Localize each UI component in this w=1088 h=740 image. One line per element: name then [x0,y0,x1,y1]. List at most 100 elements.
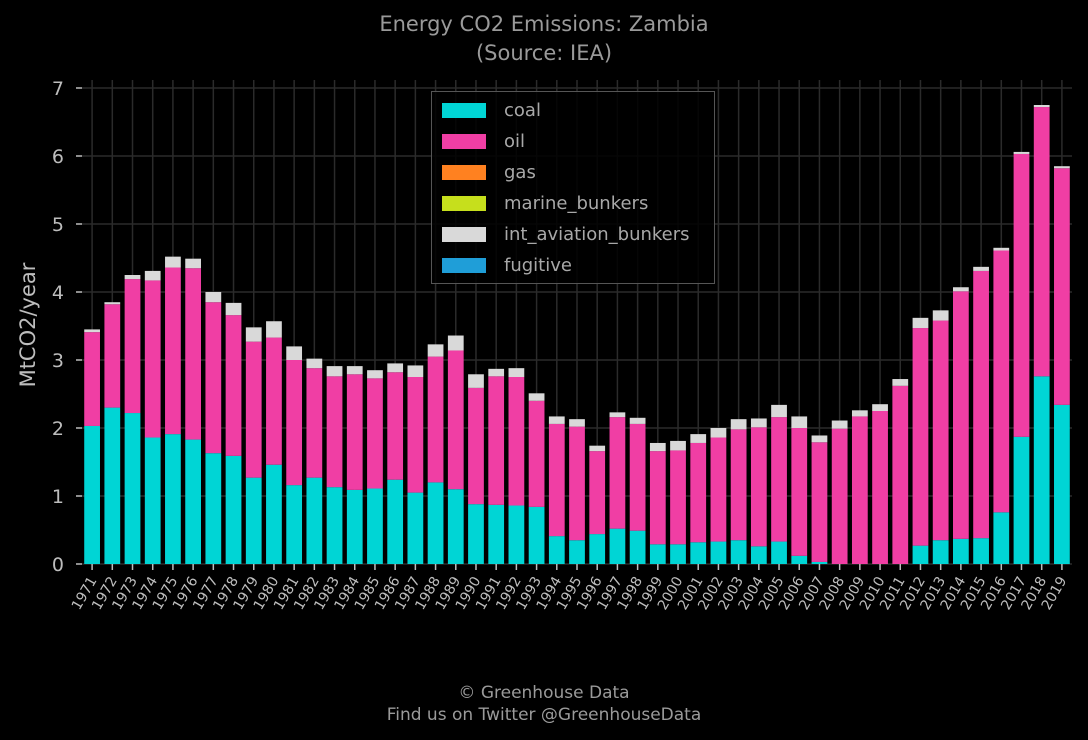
bar-oil-1979 [245,341,262,478]
bar-oil-2018 [1033,107,1050,377]
bar-oil-2017 [1013,153,1030,437]
legend-label-oil: oil [504,130,526,152]
bar-coal-1973 [124,413,141,564]
bar-coal-2016 [993,512,1010,564]
chart-subtitle: (Source: IEA) [475,41,613,65]
bar-oil-2004 [750,427,767,547]
legend-swatch-fugitive [442,257,486,273]
bar-int-aviation-bunkers-1997 [609,412,626,418]
bar-coal-1998 [629,530,646,564]
bar-coal-1997 [609,528,626,564]
legend-item-int-aviation-bunkers: int_aviation_bunkers [442,223,690,245]
legend-swatch-oil [442,133,486,149]
bar-oil-1992 [508,377,525,506]
bar-int-aviation-bunkers-1977 [205,292,222,303]
bar-coal-1992 [508,505,525,564]
bar-oil-2006 [791,428,808,556]
bar-coal-2001 [690,542,707,564]
bar-int-aviation-bunkers-1983 [326,366,343,377]
bar-int-aviation-bunkers-2007 [811,435,828,443]
bar-int-aviation-bunkers-1976 [185,258,202,269]
bar-oil-1971 [84,332,100,426]
bar-coal-1971 [84,425,100,564]
bar-coal-2006 [791,555,808,564]
bar-int-aviation-bunkers-1981 [286,346,303,360]
bar-oil-2000 [670,450,686,545]
bar-int-aviation-bunkers-1980 [266,321,282,338]
bar-coal-2002 [710,541,727,564]
bar-coal-1977 [205,453,222,564]
chart-title: Energy CO2 Emissions: Zambia [379,12,709,36]
bar-int-aviation-bunkers-2005 [771,404,787,418]
bar-int-aviation-bunkers-1991 [488,368,505,377]
bar-oil-2001 [690,442,707,543]
bar-int-aviation-bunkers-1992 [508,368,525,377]
legend-label-int-aviation-bunkers: int_aviation_bunkers [504,223,690,245]
bar-oil-2008 [831,428,848,564]
bar-coal-1976 [185,439,202,564]
bar-int-aviation-bunkers-1972 [104,302,121,305]
y-tick-label: 7 [52,78,64,100]
bar-oil-1983 [326,376,343,488]
bar-int-aviation-bunkers-2008 [831,420,848,429]
bar-oil-1984 [346,374,363,490]
bar-int-aviation-bunkers-2018 [1033,105,1050,108]
footer-credit: © Greenhouse Data [458,683,630,703]
y-tick-label: 1 [52,486,64,508]
bar-int-aviation-bunkers-2000 [670,440,686,451]
bar-coal-1978 [225,455,242,564]
bar-oil-1993 [528,400,545,507]
legend-item-marine-bunkers: marine_bunkers [442,192,648,214]
bar-int-aviation-bunkers-2004 [750,418,767,428]
bar-oil-1980 [266,337,282,465]
bar-oil-2002 [710,437,727,542]
bar-int-aviation-bunkers-2011 [892,379,909,386]
bar-oil-2016 [993,250,1010,513]
bar-oil-1989 [447,350,464,490]
bar-coal-1996 [589,534,606,564]
bar-int-aviation-bunkers-2002 [710,428,727,438]
bar-coal-2018 [1033,376,1050,564]
legend-swatch-marine-bunkers [442,195,486,211]
bar-coal-1994 [548,536,565,564]
bar-int-aviation-bunkers-2016 [993,247,1010,251]
bar-oil-1972 [104,304,121,408]
bar-oil-1977 [205,302,222,454]
bar-oil-2019 [1054,168,1070,405]
bar-int-aviation-bunkers-2006 [791,416,808,428]
bar-coal-2012 [912,545,929,564]
legend-item-gas: gas [442,161,536,183]
bar-oil-1998 [629,423,646,531]
bar-int-aviation-bunkers-1985 [367,370,383,379]
bar-int-aviation-bunkers-2013 [932,310,949,321]
bar-coal-1990 [468,504,484,564]
legend-label-fugitive: fugitive [504,254,572,276]
bar-int-aviation-bunkers-2017 [1013,151,1030,154]
bar-coal-1985 [367,488,383,564]
bar-coal-1972 [104,407,121,564]
bar-int-aviation-bunkers-1973 [124,275,141,280]
bar-int-aviation-bunkers-2014 [952,287,969,292]
bar-int-aviation-bunkers-1994 [548,416,565,424]
bar-oil-2010 [872,411,888,564]
bar-int-aviation-bunkers-1974 [144,270,161,281]
bar-oil-1987 [407,377,424,493]
bar-oil-2005 [771,417,787,542]
bar-coal-2000 [670,544,686,564]
bar-oil-1978 [225,315,242,456]
bar-int-aviation-bunkers-1975 [165,256,181,268]
bar-coal-1995 [569,540,585,564]
legend-item-fugitive: fugitive [442,254,572,276]
bar-oil-1986 [387,372,404,480]
bar-coal-1993 [528,506,545,564]
bar-int-aviation-bunkers-1984 [346,366,363,375]
legend-label-gas: gas [504,161,536,183]
bar-oil-2009 [851,416,868,564]
bar-oil-1996 [589,451,606,535]
footer-twitter: Find us on Twitter @GreenhouseData [386,705,702,725]
bar-coal-2003 [730,540,747,564]
bar-int-aviation-bunkers-2012 [912,317,929,329]
bar-int-aviation-bunkers-1996 [589,445,606,452]
legend-label-marine-bunkers: marine_bunkers [504,192,649,214]
bar-oil-1995 [569,426,585,541]
